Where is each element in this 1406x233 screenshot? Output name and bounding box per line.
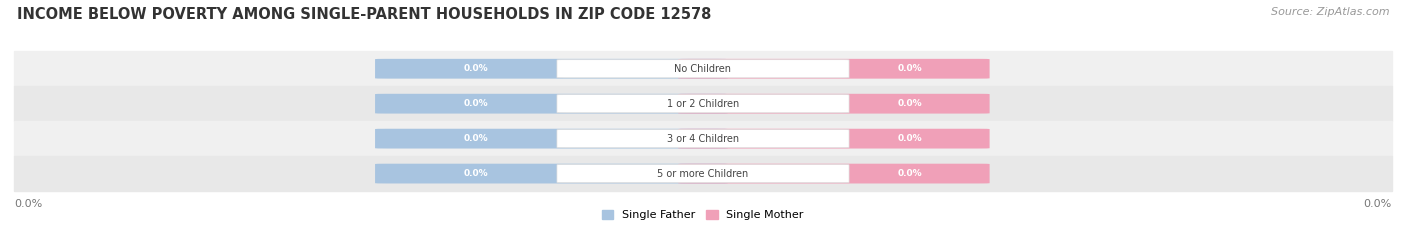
FancyBboxPatch shape — [678, 129, 990, 148]
Text: 0.0%: 0.0% — [897, 64, 922, 73]
FancyBboxPatch shape — [375, 129, 728, 148]
FancyBboxPatch shape — [375, 94, 728, 113]
Text: 1 or 2 Children: 1 or 2 Children — [666, 99, 740, 109]
FancyBboxPatch shape — [375, 59, 728, 79]
Text: 0.0%: 0.0% — [897, 99, 922, 108]
Text: 3 or 4 Children: 3 or 4 Children — [666, 134, 740, 144]
Text: 0.0%: 0.0% — [464, 169, 488, 178]
FancyBboxPatch shape — [557, 60, 849, 78]
Text: Source: ZipAtlas.com: Source: ZipAtlas.com — [1271, 7, 1389, 17]
FancyBboxPatch shape — [678, 59, 990, 79]
Bar — [14, 51, 1392, 86]
Text: 0.0%: 0.0% — [14, 199, 42, 209]
Text: 5 or more Children: 5 or more Children — [658, 169, 748, 178]
Bar — [14, 86, 1392, 121]
FancyBboxPatch shape — [678, 94, 990, 113]
Text: 0.0%: 0.0% — [897, 169, 922, 178]
Text: 0.0%: 0.0% — [464, 134, 488, 143]
Text: INCOME BELOW POVERTY AMONG SINGLE-PARENT HOUSEHOLDS IN ZIP CODE 12578: INCOME BELOW POVERTY AMONG SINGLE-PARENT… — [17, 7, 711, 22]
Legend: Single Father, Single Mother: Single Father, Single Mother — [598, 206, 808, 225]
Text: 0.0%: 0.0% — [464, 99, 488, 108]
FancyBboxPatch shape — [557, 164, 849, 183]
Bar — [14, 121, 1392, 156]
Text: No Children: No Children — [675, 64, 731, 74]
FancyBboxPatch shape — [375, 164, 728, 183]
FancyBboxPatch shape — [557, 130, 849, 148]
FancyBboxPatch shape — [557, 95, 849, 113]
Text: 0.0%: 0.0% — [897, 134, 922, 143]
Text: 0.0%: 0.0% — [464, 64, 488, 73]
Text: 0.0%: 0.0% — [1364, 199, 1392, 209]
FancyBboxPatch shape — [678, 164, 990, 183]
Bar — [14, 156, 1392, 191]
